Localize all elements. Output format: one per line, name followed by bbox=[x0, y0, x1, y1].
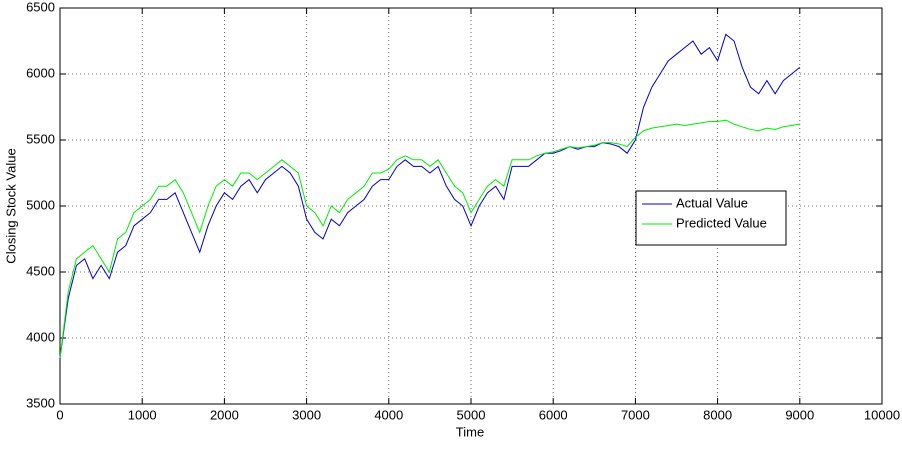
legend-box bbox=[635, 190, 787, 246]
x-tick-label: 2000 bbox=[210, 407, 239, 422]
x-tick-label: 7000 bbox=[621, 407, 650, 422]
y-tick-label: 3500 bbox=[26, 395, 55, 410]
legend-label: Predicted Value bbox=[676, 215, 767, 230]
y-tick-label: 5500 bbox=[26, 131, 55, 146]
data-line bbox=[59, 119, 800, 358]
x-tick-label: 0 bbox=[56, 407, 63, 422]
plot-frame bbox=[59, 7, 883, 405]
x-tick-label: 4000 bbox=[374, 407, 403, 422]
y-tick-label: 4500 bbox=[26, 263, 55, 278]
x-tick-label: 6000 bbox=[539, 407, 568, 422]
y-tick-label: 6500 bbox=[26, 0, 55, 14]
x-tick-label: 10000 bbox=[864, 407, 900, 422]
y-axis-label: Closing Stock Value bbox=[3, 148, 18, 263]
data-line bbox=[59, 33, 801, 358]
x-tick-label: 8000 bbox=[703, 407, 732, 422]
x-tick-label: 1000 bbox=[128, 407, 157, 422]
x-tick-label: 3000 bbox=[292, 407, 321, 422]
legend-label: Actual Value bbox=[676, 195, 748, 210]
x-tick-label: 5000 bbox=[457, 407, 486, 422]
y-tick-label: 6000 bbox=[26, 65, 55, 80]
x-tick-label: 9000 bbox=[785, 407, 814, 422]
y-tick-label: 5000 bbox=[26, 197, 55, 212]
x-axis-label: Time bbox=[456, 424, 484, 439]
y-tick-label: 4000 bbox=[26, 329, 55, 344]
